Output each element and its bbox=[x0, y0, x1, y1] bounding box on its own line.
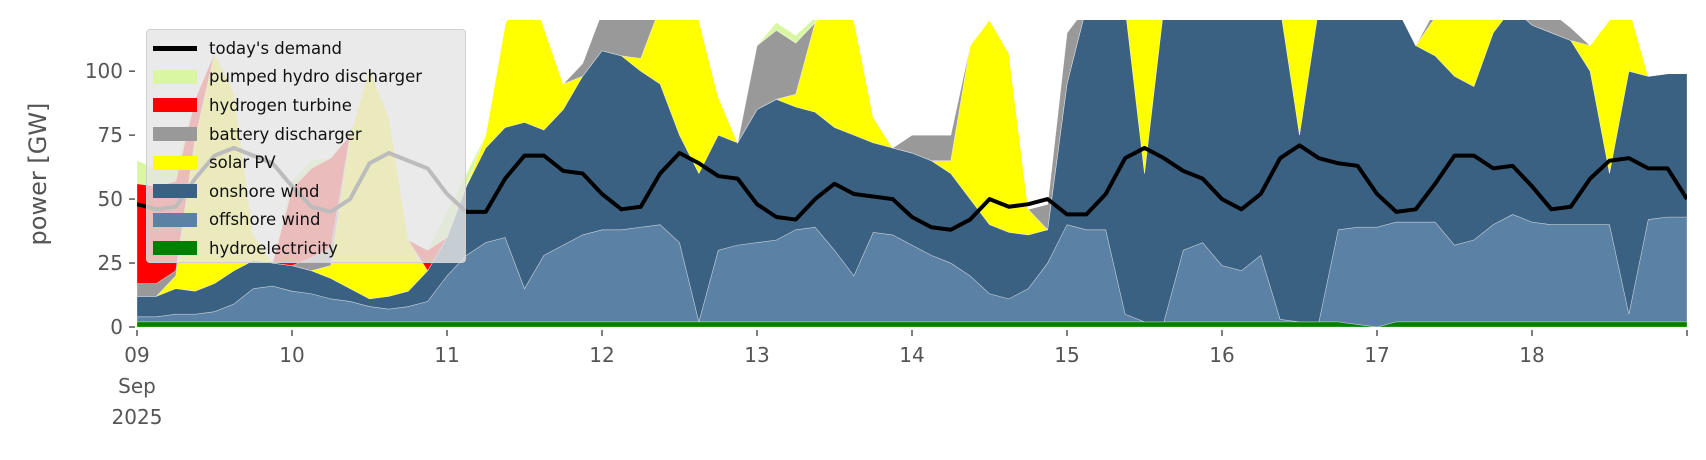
x-tick-label: 11 bbox=[434, 343, 459, 367]
x-tick-label: 09 bbox=[124, 343, 149, 367]
x-tick-label: 13 bbox=[744, 343, 769, 367]
x-tick-label: 12 bbox=[589, 343, 614, 367]
legend-item: offshore wind bbox=[147, 206, 465, 235]
legend-item: hydrogen turbine bbox=[147, 91, 465, 120]
legend-item: pumped hydro discharger bbox=[147, 63, 465, 92]
legend-label: hydroelectricity bbox=[209, 238, 338, 258]
legend-item: today's demand bbox=[147, 34, 465, 63]
legend-color-swatch bbox=[153, 127, 197, 142]
y-tick-label: 100 bbox=[85, 59, 123, 83]
legend-label: solar PV bbox=[209, 153, 276, 173]
legend-item: solar PV bbox=[147, 148, 465, 177]
x-tick-label: 14 bbox=[899, 343, 924, 367]
x-axis: 09 10 11 12 13 14 15 16 17 18 Sep 2025 bbox=[112, 330, 1688, 429]
legend-label: battery discharger bbox=[209, 124, 362, 144]
legend-color-swatch bbox=[153, 241, 197, 256]
legend-color-swatch bbox=[153, 155, 197, 170]
y-axis-label: power [GW] bbox=[24, 103, 52, 246]
legend-color-swatch bbox=[153, 98, 197, 113]
area-hydroelectricity bbox=[137, 321, 1687, 327]
y-tick-label: 50 bbox=[98, 187, 123, 211]
legend-label: today's demand bbox=[209, 38, 343, 58]
y-tick-label: 75 bbox=[98, 123, 123, 147]
legend-item: battery discharger bbox=[147, 120, 465, 149]
legend-item: onshore wind bbox=[147, 177, 465, 206]
legend-label: offshore wind bbox=[209, 210, 321, 230]
legend-line-swatch bbox=[153, 45, 197, 51]
area-pumped-hydro-discharger bbox=[137, 20, 1687, 264]
x-tick-label: 17 bbox=[1364, 343, 1389, 367]
legend-label: pumped hydro discharger bbox=[209, 67, 423, 87]
x-tick-label: 15 bbox=[1054, 343, 1079, 367]
y-tick-label: 0 bbox=[110, 315, 123, 339]
x-tick-label: 18 bbox=[1519, 343, 1544, 367]
legend-item: hydroelectricity bbox=[147, 234, 465, 263]
x-tick-label: 10 bbox=[279, 343, 304, 367]
y-tick-label: 25 bbox=[98, 251, 123, 275]
legend-color-swatch bbox=[153, 184, 197, 199]
legend-color-swatch bbox=[153, 212, 197, 227]
x-tick-label: 16 bbox=[1209, 343, 1234, 367]
x-tick-sublabel: Sep bbox=[118, 374, 156, 398]
y-axis: 0 25 50 75 100 bbox=[85, 59, 135, 339]
legend-label: hydrogen turbine bbox=[209, 95, 352, 115]
legend-label: onshore wind bbox=[209, 181, 320, 201]
legend-color-swatch bbox=[153, 69, 197, 84]
x-tick-sublabel: 2025 bbox=[112, 405, 163, 429]
legend: today's demand pumped hydro discharger hyd… bbox=[146, 29, 466, 263]
